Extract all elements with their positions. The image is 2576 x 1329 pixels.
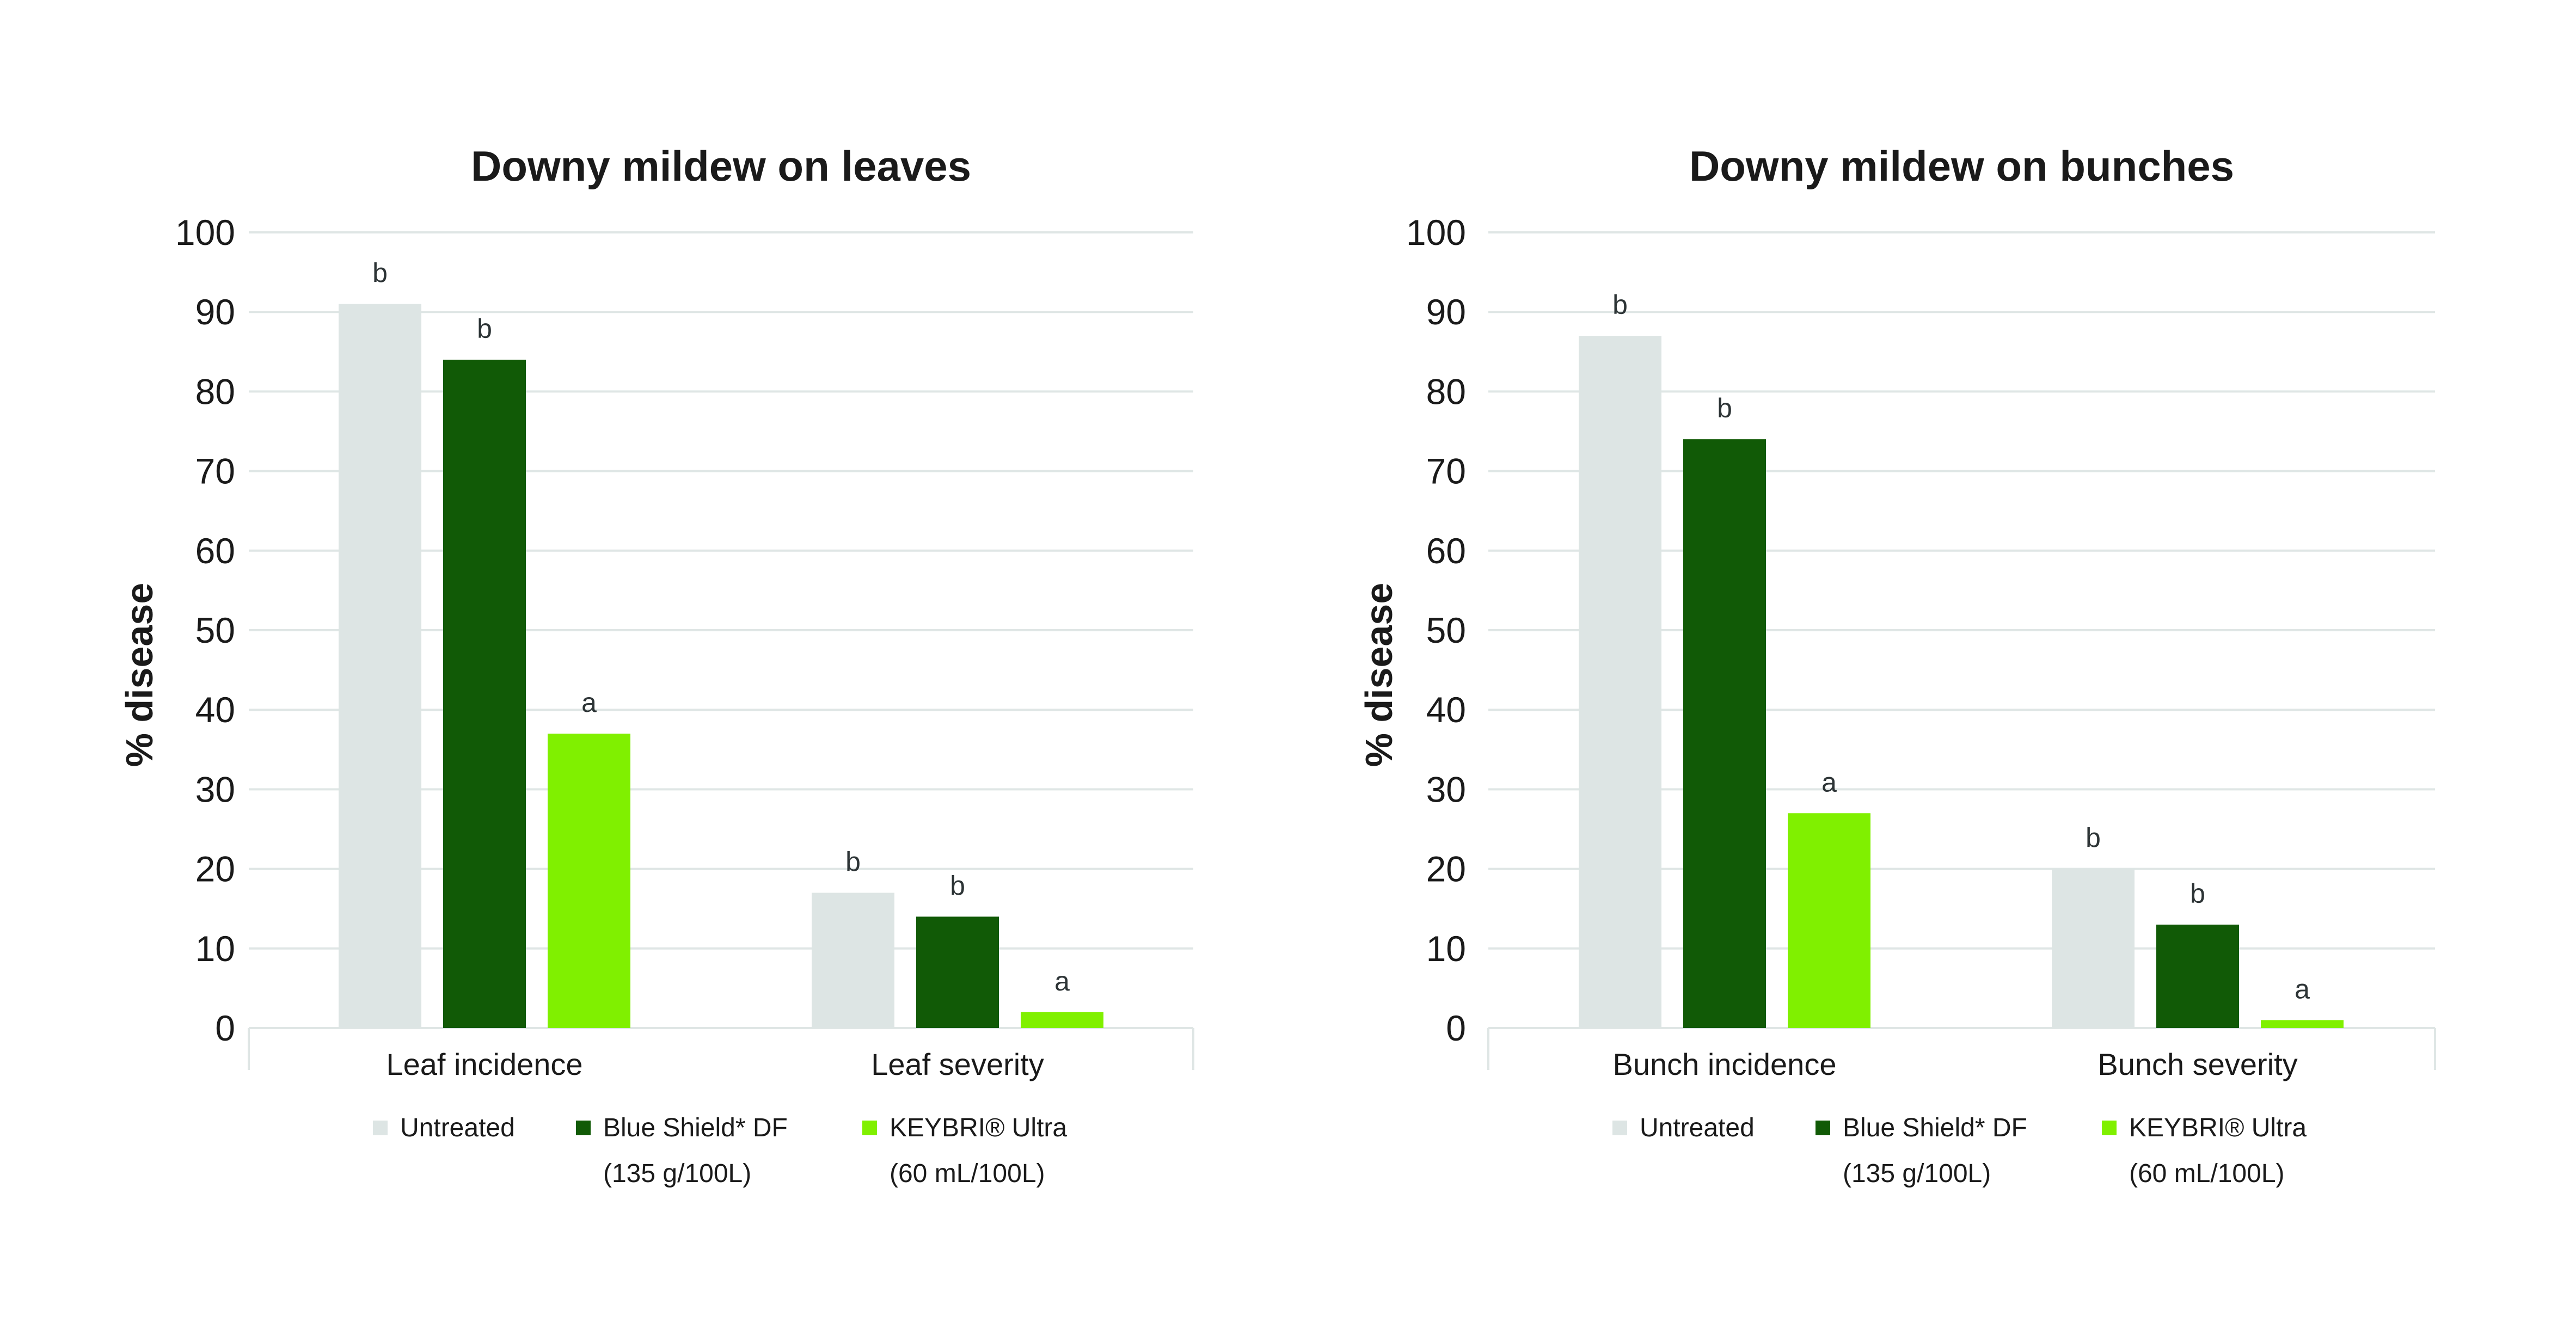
legend-sublabel: (60 mL/100L) xyxy=(890,1159,1045,1188)
legend-sublabel: (135 g/100L) xyxy=(1843,1159,1991,1188)
significance-letter: b xyxy=(2086,823,2101,853)
y-tick-label: 100 xyxy=(1406,212,1466,253)
legend-swatch xyxy=(1612,1121,1627,1135)
x-category-label: Bunch incidence xyxy=(1613,1047,1837,1081)
y-axis-label: % disease xyxy=(1358,583,1400,767)
bar-keybri-ultra xyxy=(1788,813,1870,1028)
bar-blue-shield-df xyxy=(2156,924,2239,1028)
bar-blue-shield-df xyxy=(1683,439,1766,1028)
x-category-label: Leaf severity xyxy=(871,1047,1044,1081)
y-tick-label: 10 xyxy=(1426,928,1466,969)
legend-label: Blue Shield* DF xyxy=(603,1113,788,1142)
legend-label: Untreated xyxy=(400,1113,515,1142)
legend-sublabel: (135 g/100L) xyxy=(603,1159,751,1188)
bar-untreated xyxy=(2052,869,2135,1028)
bar-keybri-ultra xyxy=(548,734,630,1028)
chart-panel-1: Downy mildew on leaves % disease 0 10 20 30 40… xyxy=(118,142,1194,1188)
legend-label: Blue Shield* DF xyxy=(1843,1113,2027,1142)
significance-letter: b xyxy=(845,846,861,877)
y-tick-label: 0 xyxy=(1446,1008,1466,1048)
y-tick-label: 90 xyxy=(1426,292,1466,332)
y-axis-label: % disease xyxy=(118,583,161,767)
y-tick-label: 60 xyxy=(1426,531,1466,571)
significance-letter: b xyxy=(1717,393,1732,423)
significance-letter: a xyxy=(581,687,597,718)
legend-swatch xyxy=(862,1121,877,1135)
y-tick-label: 20 xyxy=(1426,849,1466,889)
legend-swatch xyxy=(373,1121,388,1135)
y-tick-label: 40 xyxy=(195,690,235,730)
legend-label: KEYBRI® Ultra xyxy=(2129,1113,2307,1142)
y-tick-label: 90 xyxy=(195,292,235,332)
y-tick-label: 80 xyxy=(1426,371,1466,411)
bar-untreated xyxy=(812,893,894,1028)
legend-swatch xyxy=(1816,1121,1830,1135)
legend-label: Untreated xyxy=(1640,1113,1755,1142)
bar-blue-shield-df xyxy=(916,916,999,1028)
y-tick-label: 10 xyxy=(195,928,235,969)
y-tick-label: 80 xyxy=(195,371,235,411)
significance-letter: b xyxy=(2190,878,2205,909)
y-tick-label: 60 xyxy=(195,531,235,571)
bar-keybri-ultra xyxy=(2261,1020,2344,1028)
y-tick-label: 20 xyxy=(195,849,235,889)
y-tick-label: 0 xyxy=(215,1008,235,1048)
chart-panel-2: Downy mildew on bunches % disease 0 10 20 30 4… xyxy=(1358,142,2436,1188)
legend-label: KEYBRI® Ultra xyxy=(890,1113,1067,1142)
significance-letter: b xyxy=(950,870,965,901)
significance-letter: a xyxy=(1821,767,1837,797)
y-tick-label: 40 xyxy=(1426,690,1466,730)
bar-untreated xyxy=(1579,336,1661,1028)
bar-blue-shield-df xyxy=(443,359,526,1029)
bar-keybri-ultra xyxy=(1021,1012,1103,1028)
chart-title: Downy mildew on leaves xyxy=(471,142,971,190)
significance-letter: b xyxy=(1612,290,1628,320)
significance-letter: b xyxy=(477,313,492,344)
legend-swatch xyxy=(2102,1121,2117,1135)
y-tick-label: 70 xyxy=(1426,451,1466,491)
significance-letter: b xyxy=(372,258,388,288)
x-category-label: Bunch severity xyxy=(2097,1047,2297,1081)
y-tick-label: 50 xyxy=(195,610,235,650)
y-tick-label: 70 xyxy=(195,451,235,491)
y-tick-label: 100 xyxy=(175,212,235,253)
y-tick-label: 50 xyxy=(1426,610,1466,650)
bar-untreated xyxy=(339,304,421,1028)
significance-letter: a xyxy=(1054,966,1070,996)
y-tick-label: 30 xyxy=(1426,769,1466,809)
legend-sublabel: (60 mL/100L) xyxy=(2129,1159,2285,1188)
chart-title: Downy mildew on bunches xyxy=(1689,142,2234,190)
legend-swatch xyxy=(576,1121,591,1135)
y-tick-label: 30 xyxy=(195,769,235,809)
x-category-label: Leaf incidence xyxy=(386,1047,582,1081)
significance-letter: a xyxy=(2295,974,2310,1004)
